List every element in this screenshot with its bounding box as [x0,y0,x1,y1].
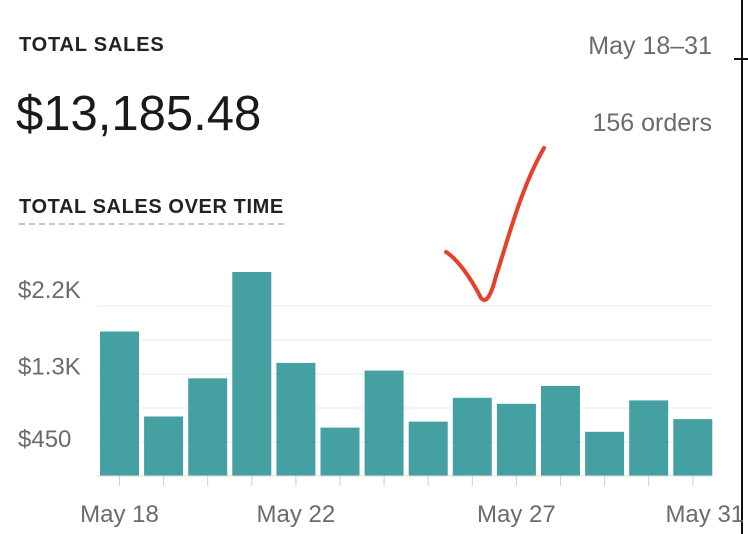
chart-x-tick-labels: May 18 May 22 May 27 May 31 [80,501,744,528]
annotation-checkmark [444,146,546,302]
bar-may-19[interactable] [144,416,184,477]
orders-count: 156 orders [592,109,712,137]
chart-x-axis [97,475,712,486]
bar-may-21[interactable] [232,272,272,476]
chart-title[interactable]: TOTAL SALES OVER TIME [19,196,284,225]
window-edge-notch [734,58,748,60]
bar-may-30[interactable] [629,400,669,476]
bar-may-27[interactable] [496,403,536,477]
card-title: TOTAL SALES [19,34,165,56]
bar-may-20[interactable] [188,378,228,477]
bar-may-29[interactable] [585,431,625,476]
x-tick-label: May 22 [257,501,336,528]
total-sales-value: $13,185.48 [16,87,262,141]
y-tick-label: $1.3K [18,354,81,381]
chart-bars [100,272,713,477]
x-tick-label: May 27 [477,501,556,528]
x-tick-label: May 31 [665,501,744,528]
bar-may-26[interactable] [452,397,492,476]
bar-may-23[interactable] [320,427,360,476]
bar-may-31[interactable] [673,419,713,476]
bar-may-18[interactable] [100,331,139,477]
bar-may-25[interactable] [408,421,448,476]
chart-y-tick-labels: $450 $1.3K $2.2K [18,277,81,453]
bar-may-22[interactable] [276,362,316,476]
date-range[interactable]: May 18–31 [588,32,712,60]
bar-may-28[interactable] [541,385,580,476]
y-tick-label: $2.2K [18,277,81,304]
bar-may-24[interactable] [364,370,404,476]
x-tick-label: May 18 [80,501,159,528]
y-tick-label: $450 [18,426,71,453]
window-edge-line [741,0,743,534]
